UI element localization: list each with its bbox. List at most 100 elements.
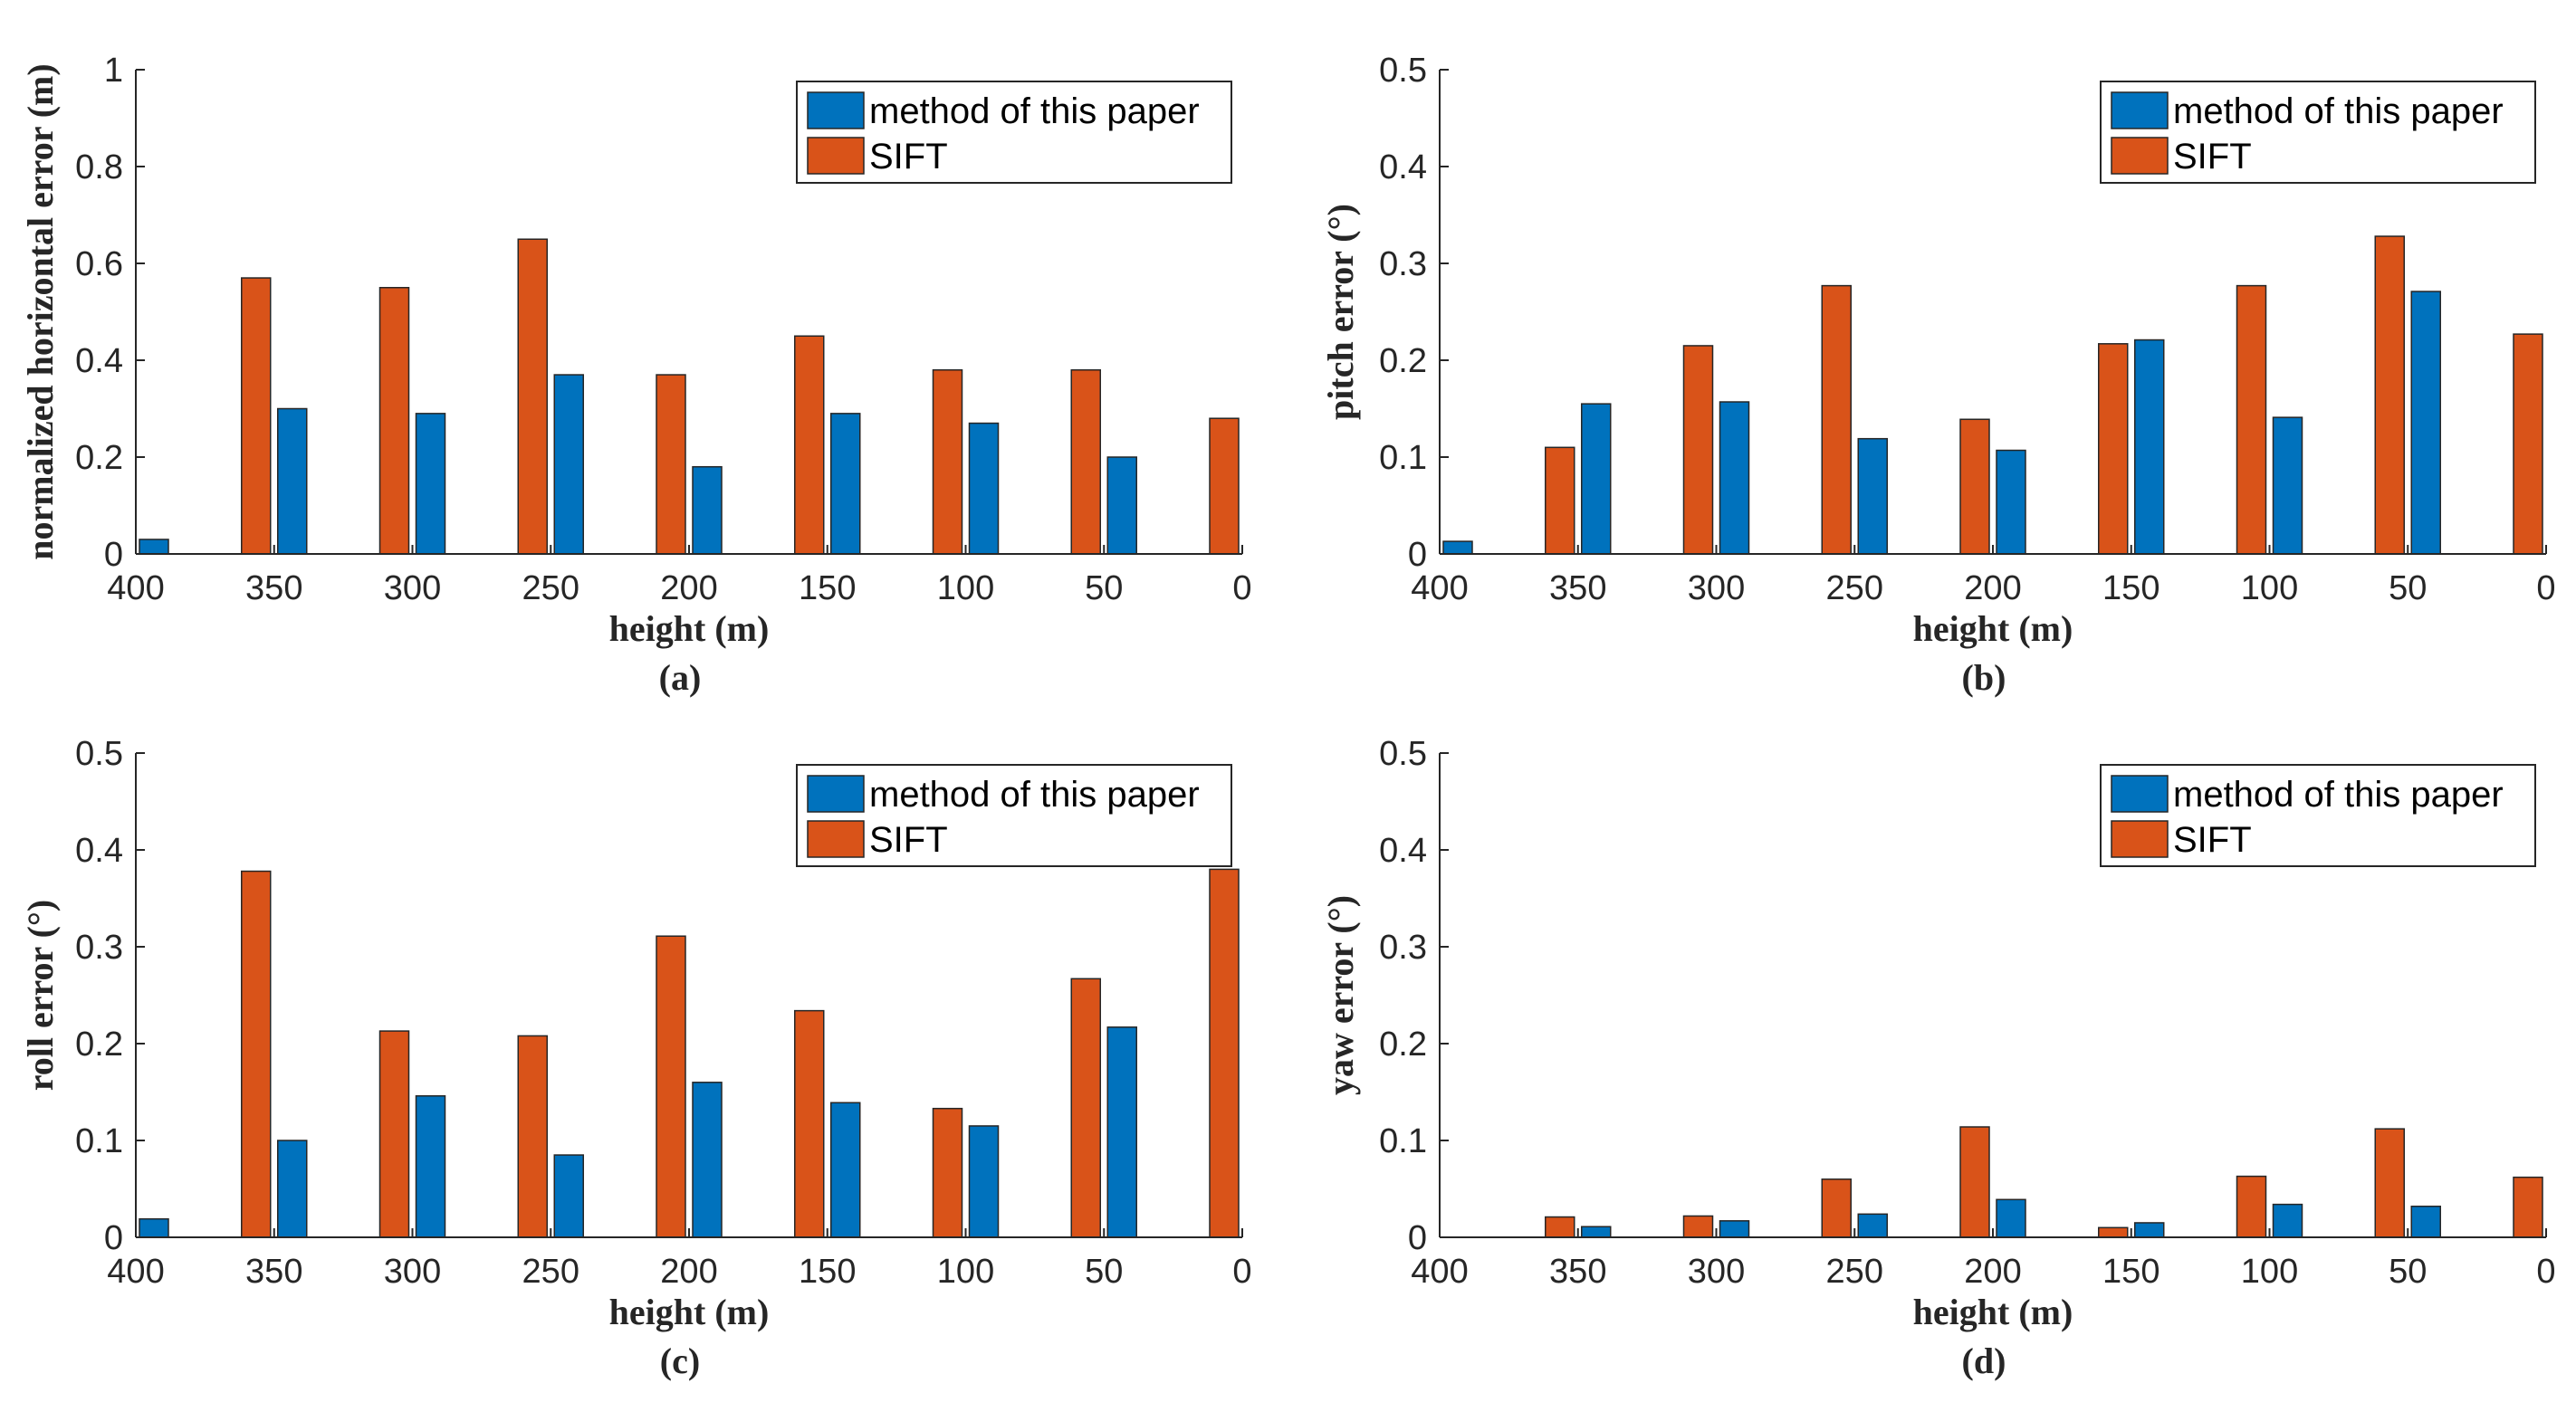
- sift-bar: [794, 1009, 825, 1238]
- x-axis-label: height (m): [1913, 608, 2073, 649]
- sift-bar: [241, 870, 272, 1238]
- sift-bar: [2513, 1176, 2543, 1238]
- x-tick-label: 300: [1688, 569, 1745, 607]
- sift-bar: [1070, 368, 1101, 555]
- sift-bar: [2236, 1175, 2267, 1238]
- x-tick-label: 0: [1232, 569, 1251, 607]
- sift-legend-label: SIFT: [2173, 137, 2252, 176]
- sift-bar: [1545, 446, 1575, 555]
- sift-bar: [2374, 1128, 2405, 1238]
- x-tick-label: 250: [1826, 569, 1883, 607]
- sift-bar: [2098, 343, 2129, 555]
- method-bar: [2134, 1222, 2165, 1238]
- sift-legend-label: SIFT: [2173, 820, 2252, 860]
- x-axis-label: height (m): [1913, 1292, 2073, 1332]
- method-legend-swatch: [807, 775, 865, 813]
- method-bar: [277, 407, 308, 555]
- x-tick-label: 300: [384, 569, 441, 607]
- sift-legend-swatch: [2111, 137, 2169, 175]
- sift-bar: [1821, 284, 1852, 555]
- x-tick-label: 150: [799, 569, 856, 607]
- x-axis-label: height (m): [609, 608, 770, 649]
- method-legend-swatch: [807, 91, 865, 129]
- sift-bar: [1959, 418, 1990, 555]
- y-axis-label: normalized horizontal error (m): [20, 63, 61, 559]
- sift-bar: [2236, 284, 2267, 555]
- method-bar: [139, 1217, 169, 1238]
- method-bar: [139, 539, 169, 555]
- sift-bar: [378, 287, 410, 555]
- method-bar: [830, 1102, 861, 1238]
- y-axis-label: roll error (°): [20, 900, 61, 1091]
- method-legend-swatch: [2111, 775, 2169, 813]
- x-tick-label: 400: [107, 569, 164, 607]
- x-axis-label: height (m): [609, 1292, 770, 1332]
- x-tick-label: 0: [2536, 569, 2555, 607]
- y-tick-label: 0.4: [75, 342, 123, 380]
- y-tick-label: 0.4: [1379, 832, 1427, 870]
- method-legend-swatch: [2111, 91, 2169, 129]
- x-tick-label: 350: [245, 1253, 302, 1291]
- y-tick-label: 0.8: [75, 148, 123, 186]
- x-tick-label: 50: [1085, 569, 1123, 607]
- legend-box: [796, 764, 1232, 867]
- y-tick-label: 0.1: [1379, 1122, 1427, 1160]
- sift-bar: [1682, 1215, 1714, 1238]
- y-tick-label: 0.5: [75, 735, 123, 773]
- legend: method of this paper SIFT: [2100, 81, 2536, 184]
- method-bar: [692, 465, 723, 555]
- method-bar: [1857, 437, 1888, 555]
- sift-bar: [1545, 1216, 1575, 1238]
- panel-d: 0 0.1 0.2 0.3 0.4 0.5 400 350 300 250 200 150 100 50 0…: [1320, 735, 2556, 1381]
- panel-c: 0 0.1 0.2 0.3 0.4 0.5 400 350 300 250 200 150 100 50 0…: [20, 735, 1252, 1381]
- x-tick-label: 400: [1411, 569, 1468, 607]
- method-legend-label: method of this paper: [869, 91, 1200, 131]
- legend-box: [2100, 81, 2536, 184]
- method-bar: [553, 1154, 584, 1238]
- x-tick-label: 200: [1964, 569, 2021, 607]
- y-tick-label: 0.3: [1379, 245, 1427, 283]
- x-tick-label: 100: [2241, 569, 2298, 607]
- y-tick-label: 0.1: [75, 1122, 123, 1160]
- y-axis-label: pitch error (°): [1320, 204, 1361, 420]
- method-bar: [277, 1140, 308, 1238]
- x-tick-label: 50: [2389, 569, 2427, 607]
- sift-bar: [932, 1107, 963, 1238]
- y-tick-label: 0: [104, 1219, 123, 1257]
- sift-bar: [656, 374, 686, 555]
- x-tick-label: 150: [799, 1253, 856, 1291]
- sift-bar: [794, 335, 825, 555]
- sift-bar: [1959, 1126, 1990, 1238]
- sift-legend-swatch: [807, 137, 865, 175]
- legend-box: [2100, 764, 2536, 867]
- y-tick-label: 0.5: [1379, 735, 1427, 773]
- x-tick-label: 50: [1085, 1253, 1123, 1291]
- method-legend-label: method of this paper: [2173, 91, 2504, 131]
- method-bar: [1106, 456, 1137, 555]
- x-tick-label: 100: [937, 1253, 994, 1291]
- method-bar: [2410, 1206, 2441, 1238]
- y-tick-label: 0.2: [75, 1026, 123, 1064]
- y-tick-label: 0.5: [1379, 52, 1427, 90]
- y-tick-label: 0: [104, 536, 123, 574]
- legend-box: [796, 81, 1232, 184]
- sift-legend-swatch: [2111, 820, 2169, 858]
- method-bar: [1106, 1026, 1137, 1238]
- method-bar: [553, 374, 584, 555]
- x-tick-label: 200: [660, 1253, 717, 1291]
- y-tick-label: 0.4: [75, 832, 123, 870]
- sift-legend-label: SIFT: [869, 820, 948, 860]
- y-tick-label: 1: [104, 52, 123, 90]
- x-tick-label: 0: [2536, 1253, 2555, 1291]
- sift-bar: [2374, 235, 2405, 555]
- x-tick-label: 150: [2102, 1253, 2159, 1291]
- sift-bar: [1821, 1178, 1852, 1238]
- x-tick-label: 300: [384, 1253, 441, 1291]
- x-tick-label: 250: [522, 1253, 579, 1291]
- sift-bar: [1209, 417, 1240, 555]
- x-tick-label: 350: [245, 569, 302, 607]
- sift-bar: [1682, 345, 1714, 555]
- method-bar: [1996, 449, 2026, 555]
- y-axis-label: yaw error (°): [1320, 895, 1361, 1095]
